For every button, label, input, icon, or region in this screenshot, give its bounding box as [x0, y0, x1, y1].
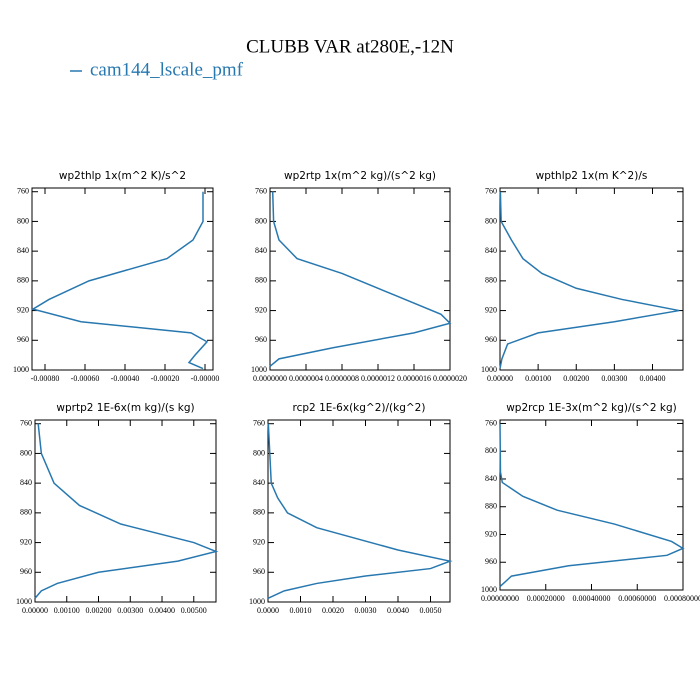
y-tick-label: 760: [485, 418, 497, 427]
y-tick-label: 1000: [481, 365, 497, 374]
y-tick-label: 920: [485, 529, 497, 538]
plot-frame: [499, 419, 684, 591]
x-tick-label: 0.0000008: [325, 374, 359, 383]
y-tick-label: 840: [20, 478, 32, 487]
x-tick-label: 0.00300: [601, 374, 627, 383]
y-tick-label: 880: [17, 276, 29, 285]
y-tick-label: 960: [20, 567, 32, 576]
y-tick-label: 880: [255, 276, 267, 285]
y-tick-label: 800: [255, 216, 267, 225]
profile-line: [499, 423, 685, 588]
x-tick-label: 0.0010: [290, 606, 312, 615]
legend-label: cam144_lscale_pmf: [90, 59, 244, 80]
x-tick-label: 0.00000000: [481, 594, 519, 603]
x-tick-label: 0.0040: [387, 606, 409, 615]
plot-frame: [267, 419, 451, 603]
x-tick-label: -0.00020: [151, 374, 180, 383]
y-tick-label: 840: [255, 246, 267, 255]
plot-frame: [269, 187, 451, 371]
y-tick-label: 1000: [13, 365, 29, 374]
y-tick-label: 880: [485, 276, 497, 285]
x-tick-label: 0.0000016: [397, 374, 431, 383]
x-tick-label: 0.0050: [420, 606, 442, 615]
profile-line: [499, 191, 680, 369]
x-tick-label: -0.00000: [191, 374, 220, 383]
x-tick-label: 0.0000004: [289, 374, 323, 383]
x-tick-label: 0.00060000: [618, 594, 656, 603]
subplot-title: wp2rtp 1x(m^2 kg)/(s^2 kg): [284, 170, 436, 182]
subplot-title: rcp2 1E-6x(kg^2)/(kg^2): [293, 402, 426, 414]
x-tick-label: 0.00080000: [664, 594, 700, 603]
y-tick-label: 920: [255, 305, 267, 314]
x-tick-label: 0.00020000: [527, 594, 565, 603]
y-tick-label: 800: [20, 448, 32, 457]
y-tick-label: 840: [485, 474, 497, 483]
y-tick-label: 880: [253, 508, 265, 517]
x-tick-label: 0.0020: [322, 606, 344, 615]
y-tick-label: 960: [17, 335, 29, 344]
y-tick-label: 920: [485, 305, 497, 314]
plot-frame: [31, 187, 214, 371]
y-tick-label: 800: [17, 216, 29, 225]
y-tick-label: 960: [255, 335, 267, 344]
y-tick-label: 880: [485, 502, 497, 511]
y-tick-label: 840: [17, 246, 29, 255]
y-tick-label: 920: [17, 305, 29, 314]
subplot-title: wp2thlp 1x(m^2 K)/s^2: [59, 170, 186, 182]
y-tick-label: 1000: [16, 597, 32, 606]
plot-frame: [34, 419, 217, 603]
y-tick-label: 760: [255, 187, 267, 196]
x-tick-label: 0.00500: [181, 606, 207, 615]
x-tick-label: 0.00000: [487, 374, 513, 383]
x-tick-label: 0.00100: [54, 606, 80, 615]
profile-line: [31, 191, 209, 370]
x-tick-label: 0.00000: [22, 606, 48, 615]
x-tick-label: 0.00200: [86, 606, 112, 615]
x-tick-label: 0.00400: [640, 374, 666, 383]
subplot-title: wprtp2 1E-6x(m kg)/(s kg): [56, 402, 194, 414]
x-tick-label: 0.00200: [563, 374, 589, 383]
y-tick-label: 800: [485, 216, 497, 225]
x-tick-label: -0.00040: [111, 374, 140, 383]
y-tick-label: 840: [253, 478, 265, 487]
profile-line: [267, 423, 453, 599]
y-tick-label: 760: [20, 419, 32, 428]
x-tick-label: 0.0030: [355, 606, 377, 615]
y-tick-label: 960: [253, 567, 265, 576]
profile-line: [269, 191, 452, 367]
y-tick-label: 800: [485, 446, 497, 455]
y-tick-label: 840: [485, 246, 497, 255]
subplot-title: wp2rcp 1E-3x(m^2 kg)/(s^2 kg): [506, 402, 677, 414]
x-tick-label: 0.0000000: [253, 374, 287, 383]
y-tick-label: 800: [253, 448, 265, 457]
x-tick-label: -0.00060: [71, 374, 100, 383]
y-tick-label: 960: [485, 557, 497, 566]
x-tick-label: 0.00100: [525, 374, 551, 383]
y-tick-label: 920: [20, 537, 32, 546]
x-tick-label: 0.0000012: [361, 374, 395, 383]
x-tick-label: 0.00040000: [573, 594, 611, 603]
profile-line: [34, 423, 219, 599]
y-tick-label: 960: [485, 335, 497, 344]
subplot-title: wpthlp2 1x(m K^2)/s: [536, 170, 648, 182]
y-tick-label: 760: [17, 187, 29, 196]
y-tick-label: 1000: [249, 597, 265, 606]
y-tick-label: 760: [253, 419, 265, 428]
y-tick-label: 1000: [481, 585, 497, 594]
y-tick-label: 920: [253, 537, 265, 546]
y-tick-label: 760: [485, 187, 497, 196]
x-tick-label: 0.00300: [117, 606, 143, 615]
y-tick-label: 880: [20, 508, 32, 517]
x-tick-label: 0.00400: [149, 606, 175, 615]
x-tick-label: 0.0000020: [433, 374, 467, 383]
x-tick-label: 0.0000: [257, 606, 279, 615]
figure-title: CLUBB VAR at280E,-12N: [246, 36, 454, 57]
plot-frame: [499, 187, 684, 371]
x-tick-label: -0.00080: [31, 374, 60, 383]
y-tick-label: 1000: [251, 365, 267, 374]
